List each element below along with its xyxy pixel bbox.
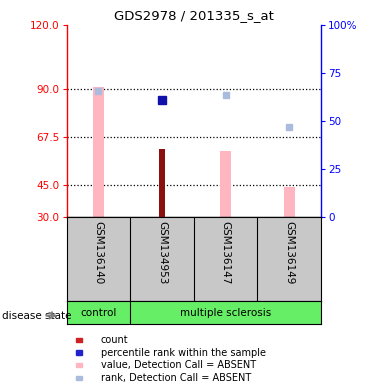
Text: GSM136140: GSM136140 [93,221,103,285]
Text: GSM136149: GSM136149 [284,221,294,285]
Text: multiple sclerosis: multiple sclerosis [180,308,271,318]
Text: percentile rank within the sample: percentile rank within the sample [101,348,266,358]
Bar [283,187,295,217]
Text: value, Detection Call = ABSENT: value, Detection Call = ABSENT [101,360,256,370]
Bar [220,151,231,217]
Text: GSM136147: GSM136147 [221,221,231,285]
Text: count: count [101,335,128,345]
Text: rank, Detection Call = ABSENT: rank, Detection Call = ABSENT [101,373,251,383]
Text: control: control [80,308,117,318]
Text: disease state: disease state [2,311,71,321]
Bar [93,87,104,217]
Text: GSM134953: GSM134953 [157,221,167,285]
Title: GDS2978 / 201335_s_at: GDS2978 / 201335_s_at [114,9,274,22]
Bar [159,149,165,217]
